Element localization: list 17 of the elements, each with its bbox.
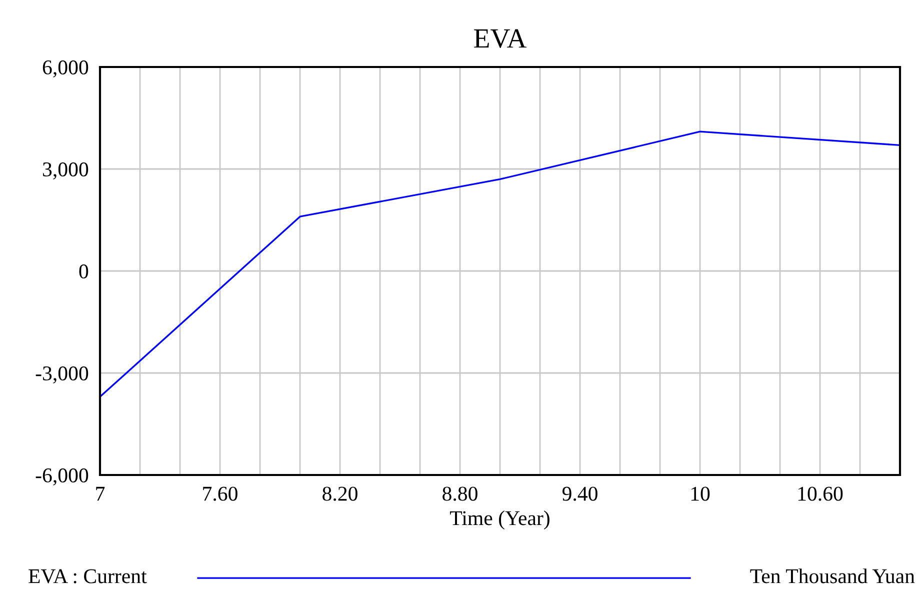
y-tick-label: -3,000 [36,366,88,384]
x-tick-label: 8.80 [442,486,478,501]
x-axis-title: Time (Year) [450,510,550,530]
line-series [100,130,900,398]
x-tick-label: 7 [96,486,105,501]
y-tick-label: 3,000 [43,162,88,180]
x-tick-label: 9.40 [562,486,598,501]
y-tick-label: -6,000 [36,468,88,486]
chart-title: EVA [474,29,527,48]
y-tick-label: 0 [79,264,88,278]
x-tick-label: 10 [691,486,710,501]
text: EVA : Current [28,569,147,584]
x-tick-label: 8.20 [322,486,358,501]
text: Ten Thousand Yuan [750,568,915,584]
x-tick-label: 10.60 [798,486,843,501]
y-tick-label: 6,000 [42,60,88,78]
x-tick-label: 7.60 [203,486,238,501]
